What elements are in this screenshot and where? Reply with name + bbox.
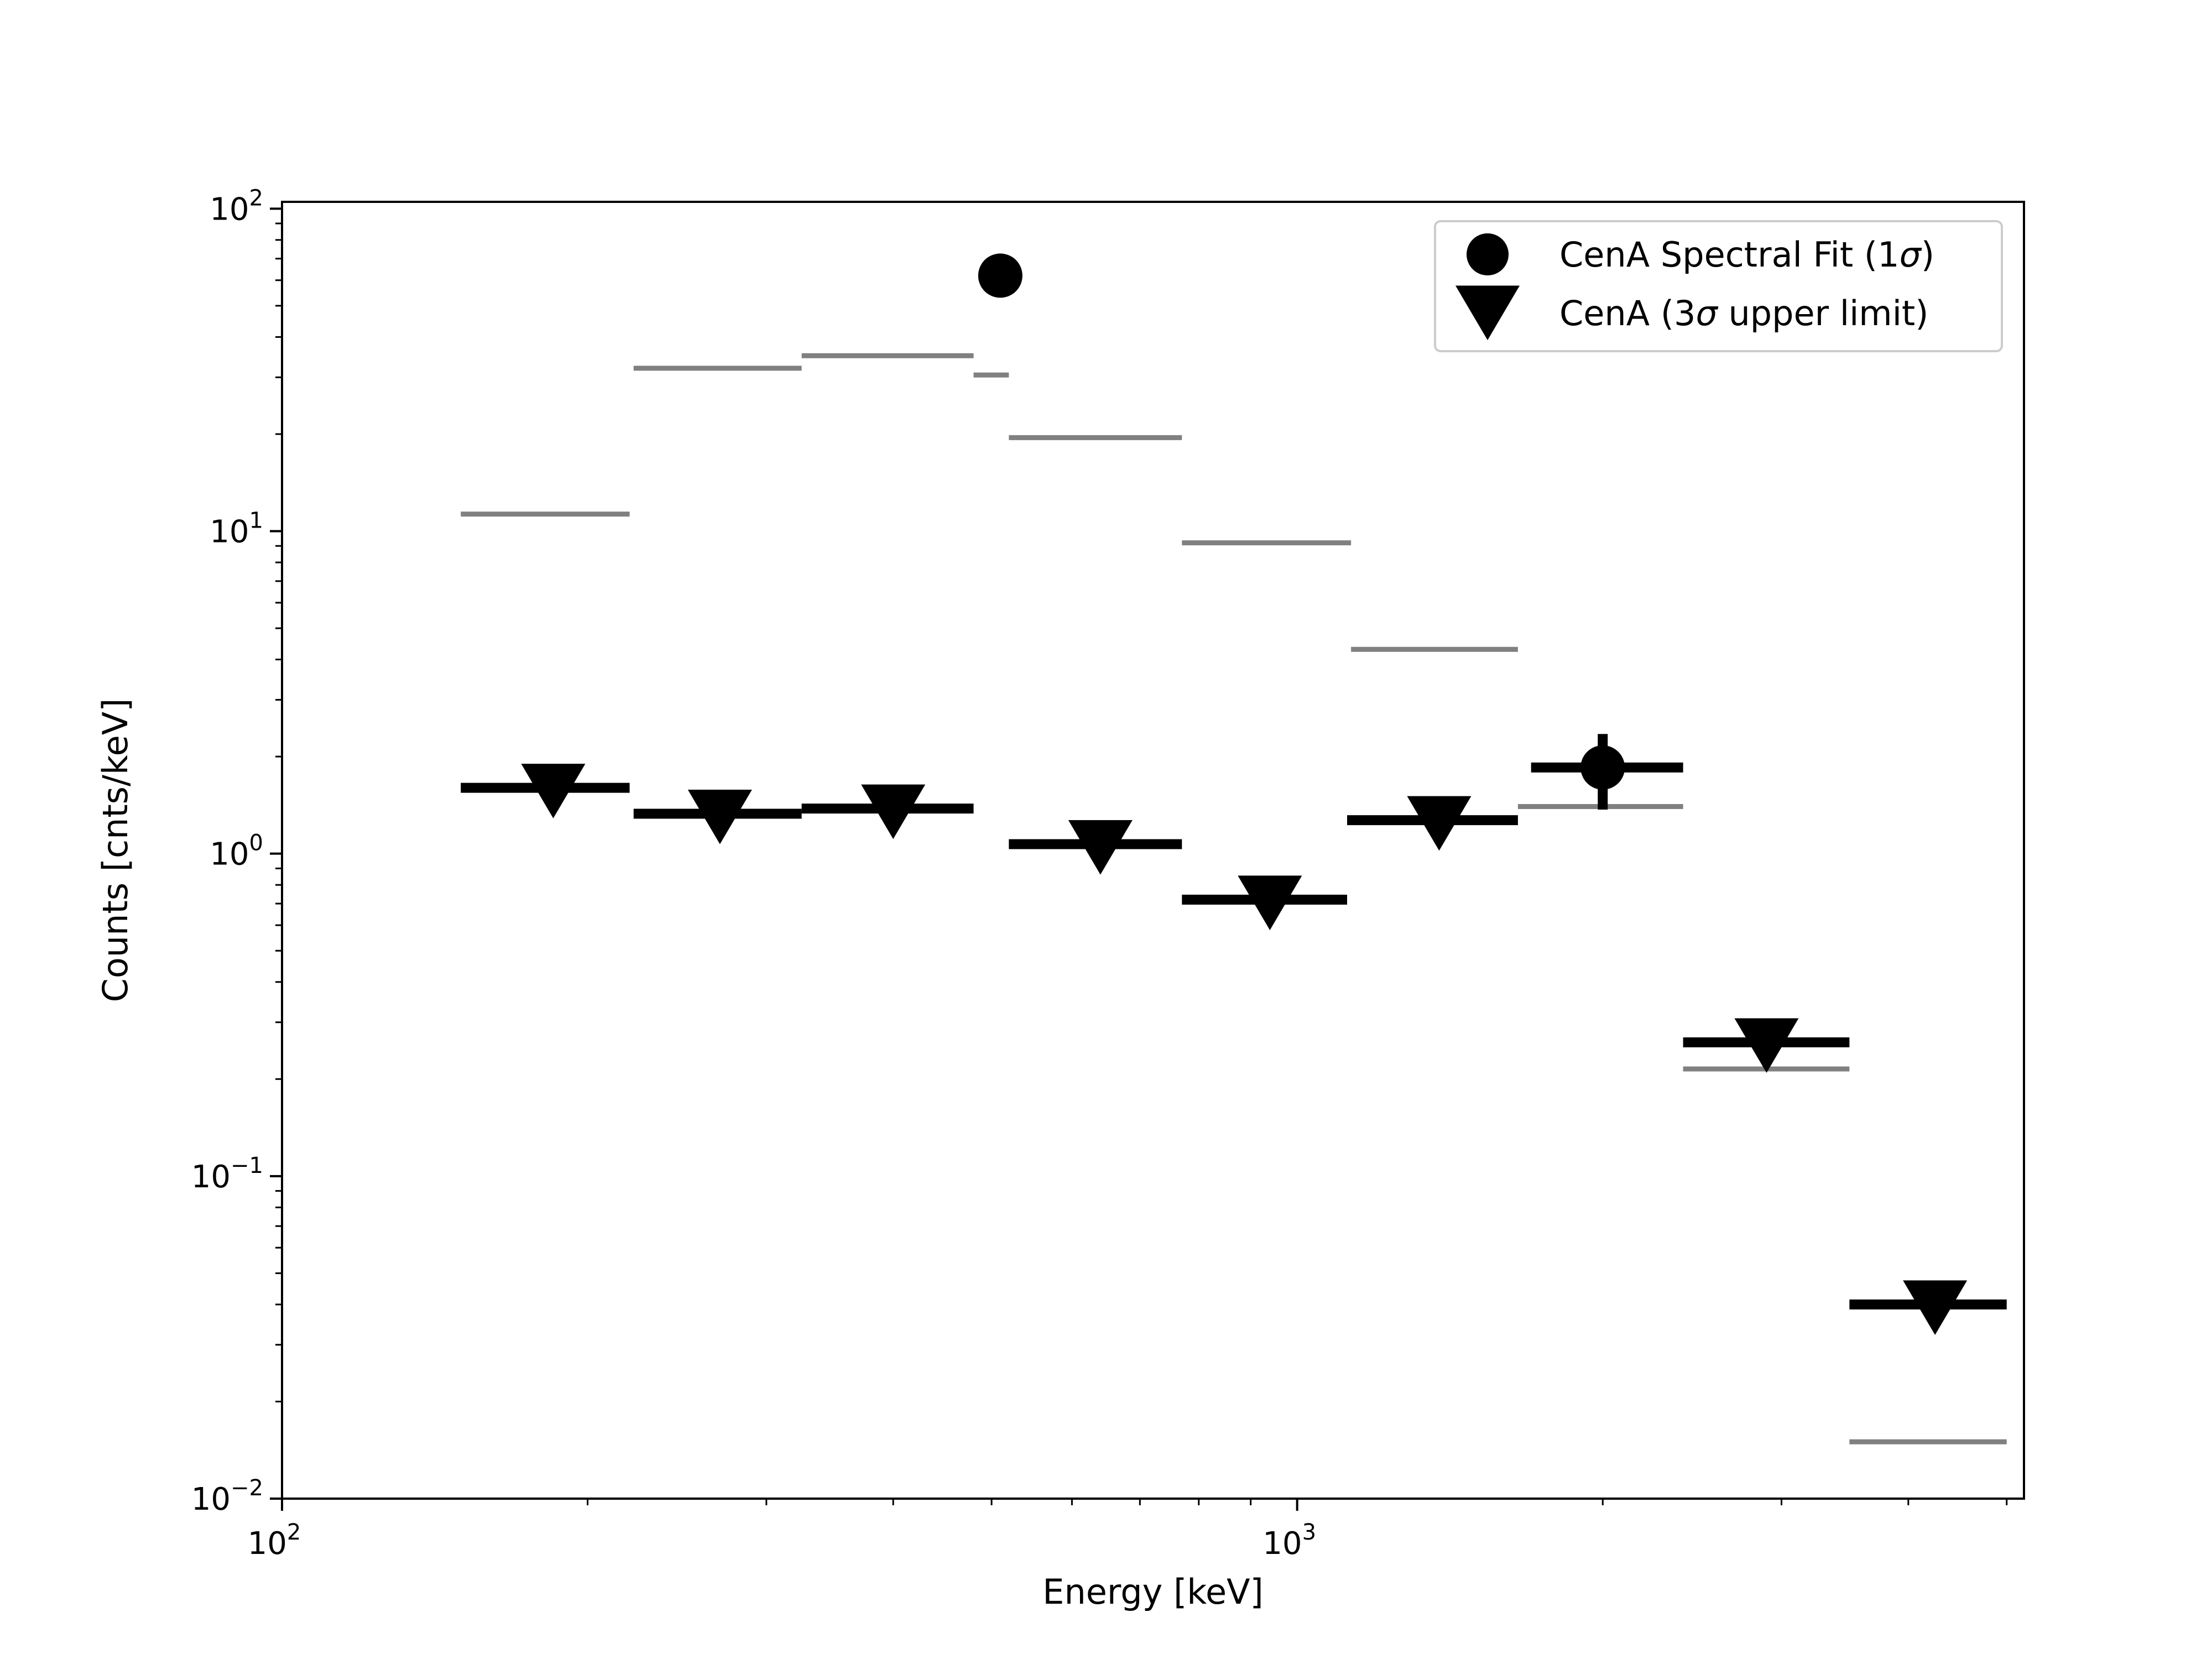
tick-exponent: 3: [1302, 1520, 1316, 1545]
legend: CenA Spectral Fit (1σ) CenA (3σ upper li…: [1434, 220, 2003, 352]
legend-label-part: CenA (3: [1559, 293, 1696, 333]
legend-label-part: ): [1921, 234, 1934, 275]
legend-label-upper-limit: CenA (3σ upper limit): [1559, 293, 1928, 333]
upper-limit-marker: [1407, 796, 1472, 851]
plot-data: [461, 253, 2007, 1444]
legend-label-part: CenA Spectral Fit (1: [1559, 234, 1900, 275]
tick-base: 10: [1262, 1526, 1302, 1562]
legend-sigma: σ: [1900, 234, 1922, 275]
y-axis-label: Counts [cnts/keV]: [95, 698, 135, 1003]
upper-limit-marker: [1068, 820, 1133, 875]
y-tick-label: 102: [210, 185, 263, 227]
upper-limit-marker: [861, 784, 926, 839]
legend-box: [1434, 220, 2003, 352]
tick-exponent: 2: [287, 1520, 301, 1545]
legend-marker-circle: [1467, 233, 1509, 275]
x-axis-label: Energy [keV]: [1042, 1572, 1263, 1612]
spectral-fit-point: [1580, 745, 1625, 790]
tick-exponent: 0: [249, 831, 263, 856]
spectral-fit-point: [978, 253, 1022, 298]
tick-base: 10: [191, 1159, 231, 1195]
tick-base: 10: [210, 191, 249, 227]
tick-exponent: 1: [249, 508, 263, 534]
legend-sigma: σ: [1696, 293, 1719, 333]
upper-limit-marker: [687, 789, 752, 844]
plot-frame: [281, 201, 2025, 1500]
legend-label-spectral-fit: CenA Spectral Fit (1σ): [1559, 234, 1934, 275]
tick-base: 10: [248, 1526, 287, 1562]
upper-limit-marker: [1903, 1280, 1968, 1335]
tick-base: 10: [191, 1481, 231, 1517]
legend-marker-triangle: [1455, 285, 1520, 341]
tick-exponent: −2: [231, 1475, 263, 1501]
y-tick-label: 101: [210, 508, 263, 550]
axes: [281, 201, 2025, 1500]
tick-exponent: −1: [231, 1153, 263, 1178]
upper-limit-marker: [1734, 1018, 1799, 1073]
x-tick-label: 103: [1262, 1520, 1316, 1562]
y-tick-label: 100: [210, 831, 263, 873]
y-tick-label: 10−1: [191, 1153, 263, 1195]
tick-base: 10: [210, 514, 249, 550]
x-tick-label: 102: [248, 1520, 301, 1562]
legend-triangle: [1455, 285, 1520, 341]
upper-limit-marker: [521, 764, 586, 818]
y-tick-label: 10−2: [191, 1475, 263, 1517]
upper-limit-marker: [1238, 875, 1302, 930]
tick-exponent: 2: [249, 185, 263, 211]
tick-base: 10: [210, 837, 249, 873]
legend-label-part: upper limit): [1718, 293, 1929, 333]
